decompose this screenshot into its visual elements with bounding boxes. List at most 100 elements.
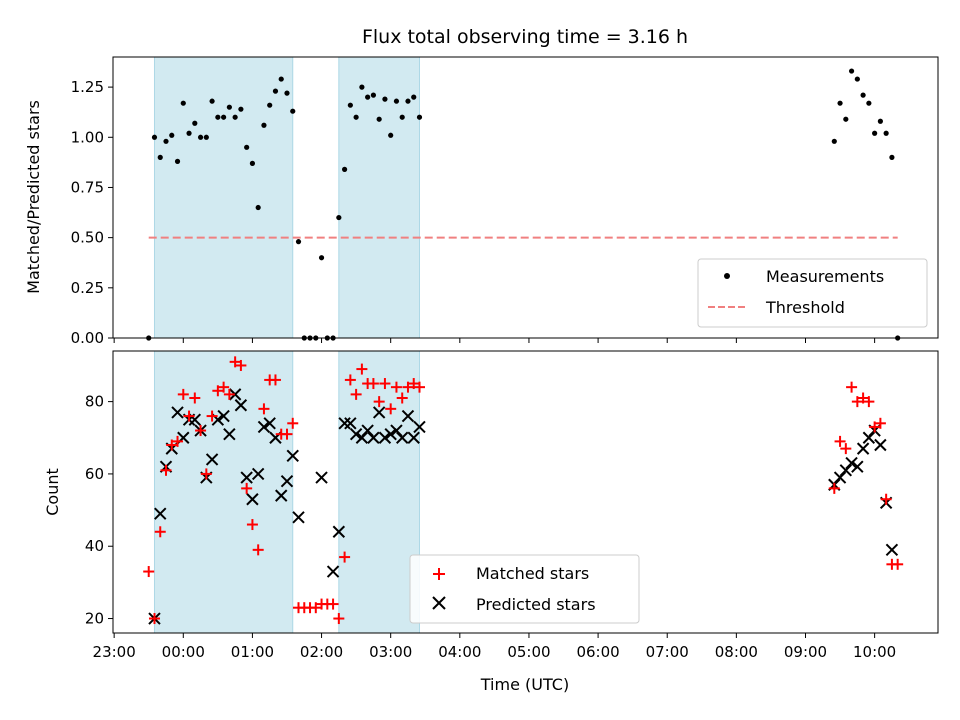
legend-measurements-marker: [724, 273, 730, 279]
matched-star-point: [333, 613, 345, 625]
matched-star-point: [344, 374, 356, 386]
predicted-star-point: [839, 464, 853, 477]
x-tick-label: 06:00: [576, 643, 619, 661]
top-y-tick-label: 0.00: [71, 329, 104, 347]
measurement-point: [353, 114, 359, 120]
x-axis-label: Time (UTC): [480, 675, 569, 694]
matched-star-point: [252, 544, 264, 556]
matched-star-point: [834, 435, 846, 447]
predicted-star-point: [862, 431, 876, 444]
matched-star-point: [258, 403, 270, 415]
measurement-point: [244, 144, 250, 150]
predicted-star-point: [171, 406, 184, 419]
matched-star-point: [367, 378, 379, 390]
measurement-point: [192, 120, 198, 126]
predicted-star-point: [234, 399, 248, 412]
matched-star-point: [172, 435, 184, 447]
predicted-star-point: [885, 543, 899, 557]
matched-star-point: [863, 396, 875, 408]
predicted-star-point: [349, 427, 363, 441]
measurement-point: [295, 239, 302, 245]
measurement-point: [255, 204, 261, 211]
predicted-star-point: [251, 467, 265, 481]
bottom-shaded-interval-1: [338, 350, 420, 634]
measurement-point: [157, 154, 163, 160]
top-y-axis-label: Matched/Predicted stars: [24, 100, 43, 294]
bottom-y-tick-label: 80: [85, 393, 104, 411]
matched-star-point: [851, 396, 863, 408]
measurement-point: [843, 116, 849, 122]
measurement-point: [376, 116, 382, 122]
predicted-star-point: [407, 431, 420, 444]
predicted-star-point: [275, 489, 288, 502]
predicted-star-point: [874, 438, 887, 452]
predicted-star-point: [326, 565, 340, 578]
measurement-point: [163, 138, 169, 144]
legend-measurements-label: Measurements: [766, 267, 884, 286]
matched-star-point: [195, 425, 207, 437]
measurement-point: [215, 114, 221, 120]
x-tick-label: 04:00: [438, 643, 481, 661]
matched-star-point: [183, 410, 195, 422]
bottom-y-tick-label: 40: [85, 537, 104, 555]
matched-star-point: [235, 359, 247, 371]
measurement-point: [186, 130, 192, 136]
top-shaded-interval-0: [153, 56, 294, 339]
matched-star-point: [892, 558, 904, 570]
x-tick-label: 05:00: [507, 643, 550, 661]
measurement-point: [411, 94, 417, 100]
top-legend-box: [697, 258, 928, 328]
top-y-tick-label: 1.00: [71, 128, 104, 146]
matched-star-point: [246, 519, 258, 531]
measurement-point: [272, 88, 279, 94]
predicted-star-point: [845, 456, 858, 470]
bottom-legend-box: [409, 554, 640, 624]
matched-star-point: [269, 374, 281, 386]
matched-star-point: [413, 381, 425, 393]
measurement-point: [197, 134, 204, 140]
matched-star-point: [166, 439, 178, 451]
matched-star-point: [160, 464, 172, 476]
bottom-y-tick-label: 60: [85, 465, 104, 483]
matched-star-point: [880, 493, 892, 505]
matched-star-point: [241, 482, 253, 494]
matched-star-point: [327, 598, 339, 610]
x-tick-label: 09:00: [784, 643, 827, 661]
matched-star-point: [223, 388, 235, 400]
predicted-star-point: [344, 417, 357, 430]
legend-matched-marker: [433, 568, 445, 580]
matched-star-point: [143, 566, 155, 578]
predicted-star-point: [396, 431, 409, 444]
measurement-point: [877, 118, 883, 124]
measurement-point: [221, 114, 227, 120]
matched-star-point: [828, 482, 840, 494]
measurement-point: [267, 102, 273, 108]
legend-threshold-label: Threshold: [765, 298, 845, 317]
measurement-point: [872, 130, 878, 136]
predicted-star-point: [257, 420, 271, 434]
x-tick-label: 07:00: [646, 643, 689, 661]
matched-star-point: [390, 381, 402, 393]
top-legend: Measurements Threshold: [697, 258, 928, 328]
predicted-star-point: [332, 525, 346, 538]
predicted-star-point: [378, 431, 392, 444]
measurement-point: [336, 214, 342, 221]
matched-star-point: [874, 417, 886, 429]
predicted-star-point: [292, 511, 305, 524]
matched-star-point: [857, 392, 869, 404]
bottom-panel: 20 40 60 80 23:00 00:00 01:00 02:00 03:00 04:00 05…: [43, 350, 939, 694]
measurement-point: [341, 166, 348, 172]
measurement-point: [261, 122, 267, 128]
bottom-legend: Matched stars Predicted stars: [409, 554, 640, 624]
predicted-star-point: [401, 409, 415, 423]
measurement-point: [866, 100, 872, 106]
x-tick-label: 02:00: [300, 643, 343, 661]
bottom-plot-frame: [112, 350, 939, 634]
measurement-point: [151, 134, 158, 140]
matched-star-point: [200, 468, 212, 480]
measurement-point: [347, 102, 353, 108]
predicted-star-point: [413, 420, 426, 434]
measurement-point: [831, 138, 837, 144]
x-tick-label: 03:00: [369, 643, 412, 661]
